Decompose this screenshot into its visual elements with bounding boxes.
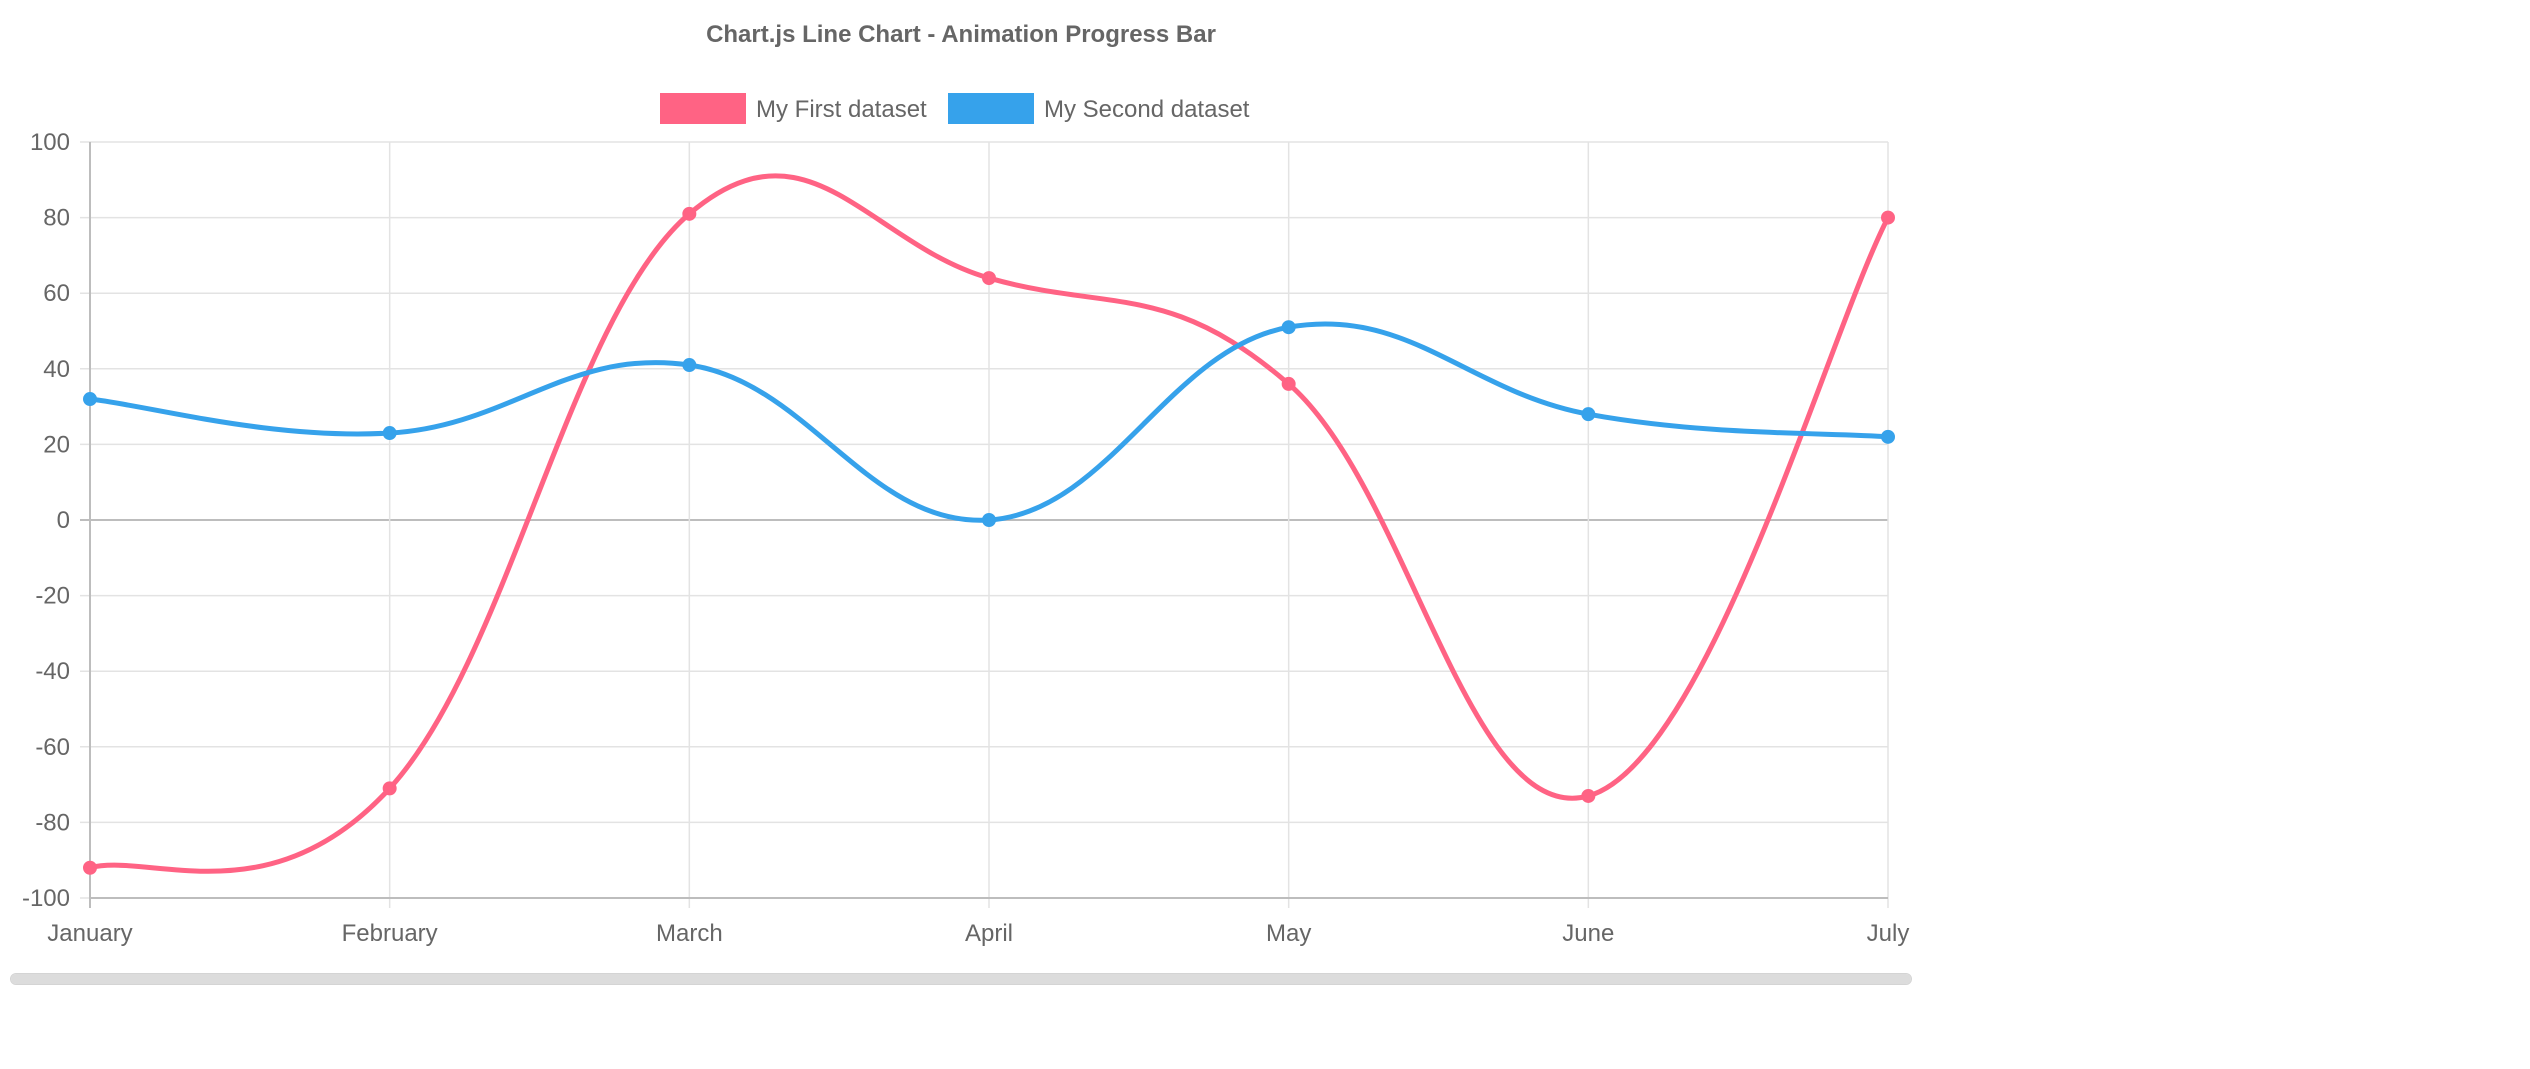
data-point-series-2 <box>382 426 397 441</box>
data-point-series-2 <box>682 358 697 373</box>
x-tick-label: May <box>1266 920 1311 947</box>
data-point-series-1 <box>1881 210 1895 225</box>
x-tick-label: April <box>965 920 1013 947</box>
legend-label-2: My Second dataset <box>1044 96 1250 123</box>
animation-progress-bar <box>10 973 1912 985</box>
y-tick-label: 0 <box>57 507 70 534</box>
data-point-series-1 <box>1581 788 1596 803</box>
data-point-series-2 <box>982 513 996 527</box>
y-tick-label: 100 <box>30 129 70 156</box>
x-tick-label: June <box>1562 920 1614 947</box>
y-tick-label: 20 <box>43 431 70 458</box>
legend[interactable]: My First dataset My Second dataset <box>660 93 1250 124</box>
x-tick-label: January <box>47 920 132 947</box>
y-tick-label: 40 <box>43 356 70 383</box>
series-layer <box>83 173 1895 875</box>
legend-label-1: My First dataset <box>756 96 927 123</box>
y-tick-label: 60 <box>43 280 70 307</box>
data-point-series-2 <box>1881 429 1895 444</box>
x-tick-label: February <box>342 920 438 947</box>
legend-swatch-2 <box>948 93 1034 124</box>
data-point-series-1 <box>1281 376 1296 391</box>
data-point-series-1 <box>682 206 697 221</box>
data-point-series-1 <box>83 860 97 875</box>
x-tick-label: March <box>656 920 723 947</box>
y-tick-label: -100 <box>22 885 70 912</box>
data-point-series-1 <box>982 271 996 286</box>
x-tick-label: July <box>1867 920 1910 947</box>
data-point-series-2 <box>1581 407 1596 422</box>
y-tick-label: 80 <box>43 205 70 232</box>
y-tick-label: -80 <box>35 809 70 836</box>
animation-progress-fill <box>11 974 1911 984</box>
y-tick-label: -40 <box>35 658 70 685</box>
legend-swatch-1 <box>660 93 746 124</box>
y-tick-label: -60 <box>35 734 70 761</box>
data-point-series-1 <box>382 781 397 796</box>
axis-layer: 100 80 60 40 20 0 -20 -40 -60 -80 -100 January Febru… <box>22 129 1909 947</box>
data-point-series-2 <box>83 392 97 407</box>
data-point-series-2 <box>1281 320 1296 335</box>
series-line-1 <box>87 173 1891 874</box>
chart-title: Chart.js Line Chart - Animation Progress… <box>706 21 1216 48</box>
grid-layer <box>80 141 1889 908</box>
y-tick-label: -20 <box>35 583 70 610</box>
